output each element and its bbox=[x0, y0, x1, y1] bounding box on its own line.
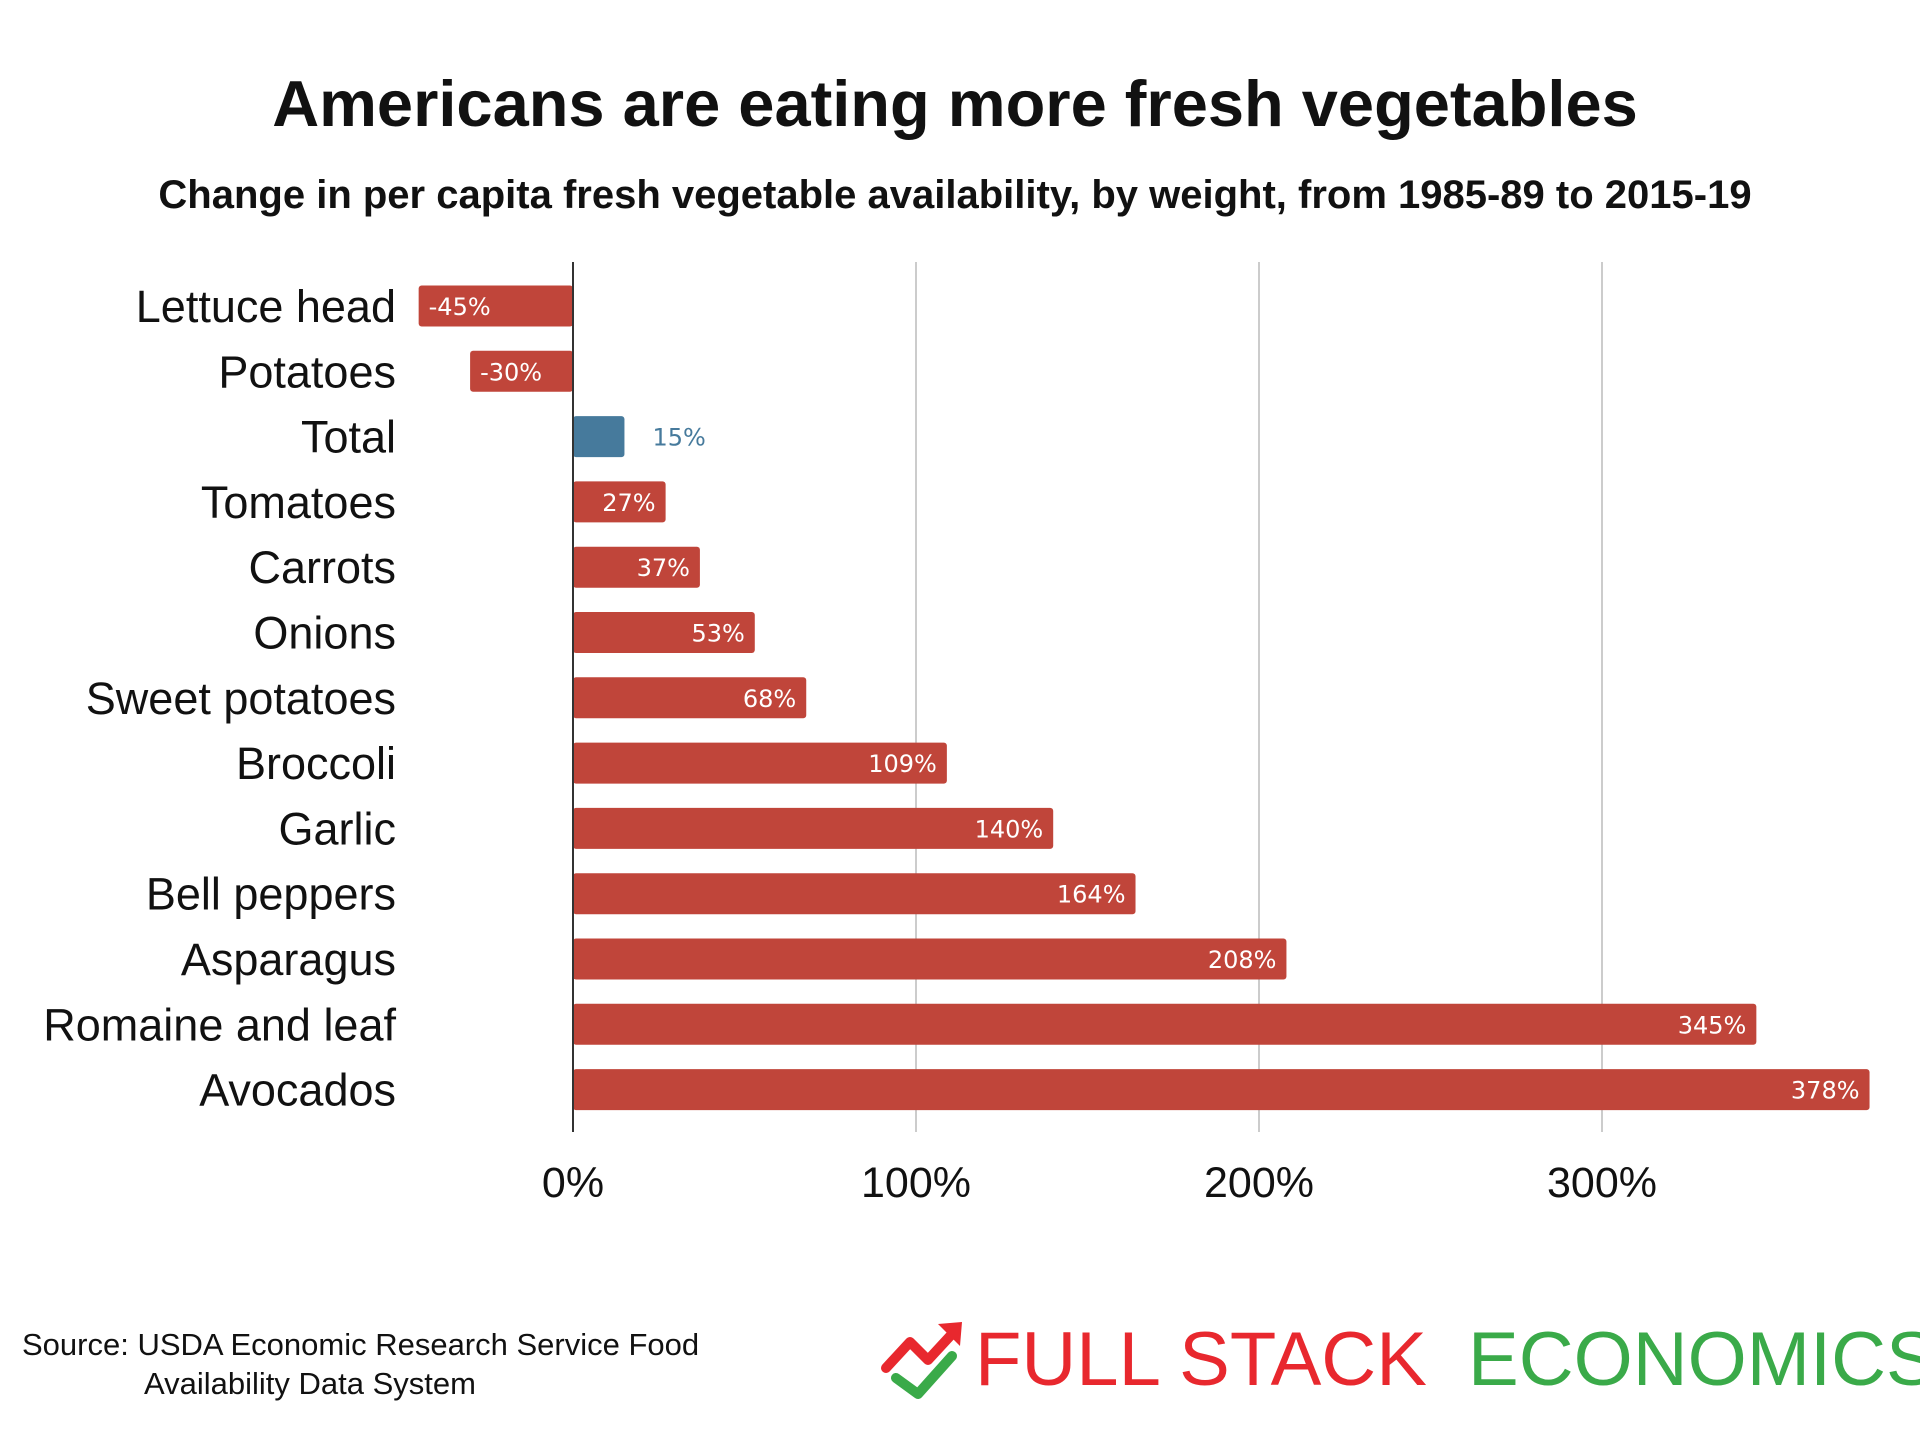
category-label: Bell peppers bbox=[146, 869, 396, 920]
bar bbox=[573, 1003, 1757, 1045]
value-label: 27% bbox=[602, 489, 655, 517]
bar bbox=[418, 285, 573, 327]
bar bbox=[573, 612, 755, 653]
bar bbox=[573, 546, 700, 588]
value-label: 15% bbox=[652, 424, 705, 452]
source-line-1: Source: USDA Economic Research Service F… bbox=[22, 1327, 699, 1362]
value-label: -45% bbox=[429, 293, 491, 321]
bar bbox=[573, 938, 1287, 980]
bar bbox=[573, 677, 807, 719]
bar bbox=[573, 807, 1054, 849]
chart-subtitle: Change in per capita fresh vegetable ava… bbox=[158, 173, 1751, 217]
bar bbox=[573, 416, 625, 458]
bar bbox=[470, 350, 573, 392]
value-label: 53% bbox=[691, 620, 744, 648]
category-label: Romaine and leaf bbox=[43, 999, 396, 1050]
bar bbox=[573, 873, 1136, 915]
value-label: 109% bbox=[868, 750, 937, 778]
value-label: 345% bbox=[1678, 1011, 1747, 1039]
category-label: Garlic bbox=[278, 803, 396, 854]
category-label: Onions bbox=[253, 608, 396, 659]
brand-part-full-stack: FULL STACK bbox=[975, 1317, 1427, 1402]
value-label: 378% bbox=[1791, 1077, 1860, 1105]
category-label: Tomatoes bbox=[201, 477, 396, 528]
value-label: 164% bbox=[1057, 881, 1126, 909]
x-tick-label: 0% bbox=[542, 1159, 604, 1207]
brand-name: FULL STACK ECONOMICS bbox=[975, 1317, 1920, 1402]
x-tick-label: 300% bbox=[1547, 1159, 1657, 1207]
brand-part-economics: ECONOMICS bbox=[1468, 1317, 1920, 1402]
category-label: Potatoes bbox=[218, 346, 396, 397]
category-labels: Lettuce head Potatoes Total Tomatoes Carrots… bbox=[43, 281, 396, 1116]
category-label: Avocados bbox=[199, 1065, 396, 1116]
x-axis: 0% 100% 200% 300% bbox=[542, 262, 1657, 1207]
source-line-2: Availability Data System bbox=[144, 1366, 476, 1401]
category-label: Sweet potatoes bbox=[86, 673, 396, 724]
value-label: 37% bbox=[637, 554, 690, 582]
category-label: Asparagus bbox=[181, 934, 396, 985]
x-tick-label: 200% bbox=[1204, 1159, 1314, 1207]
trend-arrow-check-icon bbox=[881, 1322, 962, 1399]
category-label: Broccoli bbox=[236, 738, 396, 789]
bar bbox=[573, 481, 666, 523]
category-label: Lettuce head bbox=[136, 281, 396, 332]
chart-title: Americans are eating more fresh vegetabl… bbox=[272, 67, 1638, 140]
bar bbox=[573, 1069, 1870, 1111]
x-tick-label: 100% bbox=[861, 1159, 971, 1207]
value-label: 140% bbox=[975, 815, 1044, 843]
category-label: Carrots bbox=[248, 542, 396, 593]
gridlines bbox=[915, 262, 1603, 1132]
bar bbox=[573, 742, 947, 784]
brand-logo: FULL STACK ECONOMICS bbox=[881, 1317, 1920, 1402]
category-label: Total bbox=[301, 412, 396, 463]
value-label: -30% bbox=[480, 358, 542, 386]
value-label: 208% bbox=[1208, 946, 1277, 974]
value-label: 68% bbox=[743, 685, 796, 713]
bars: -45% -30% 15% 27% 37% 53% 68% 109% 140% 164% 208% 3… bbox=[418, 285, 1870, 1111]
